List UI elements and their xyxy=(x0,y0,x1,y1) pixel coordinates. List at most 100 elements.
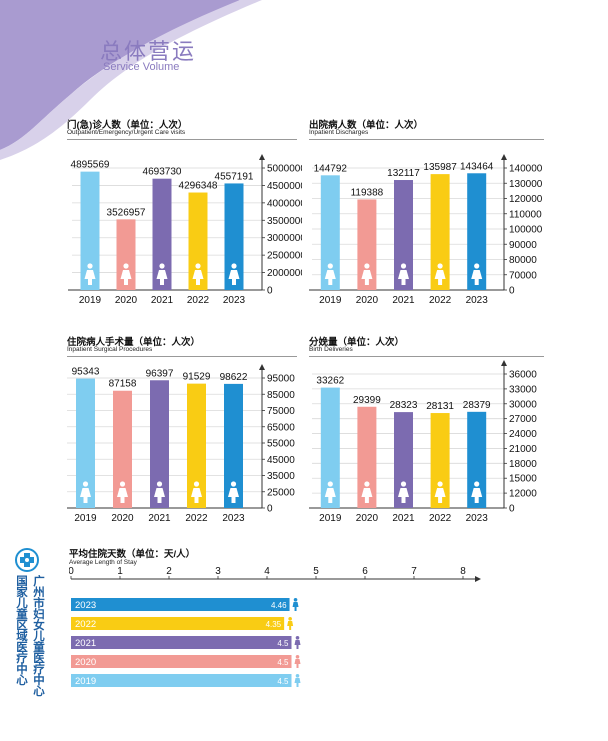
page-title: 总体营运 xyxy=(100,39,197,64)
bar-2021 xyxy=(394,180,413,290)
stay-panel: 平均住院天数（单位：天/人） Average Length of Stay 0 1… xyxy=(69,546,489,696)
data-label: 4895569 xyxy=(71,160,110,171)
person-icon xyxy=(156,263,168,285)
x-tick-label: 2 xyxy=(166,566,172,577)
page-subtitle: Service Volume xyxy=(103,61,180,73)
y-tick-label: 24000 xyxy=(509,429,537,440)
person-icon xyxy=(324,481,336,503)
x-tick-label: 2023 xyxy=(223,295,246,306)
x-tick-label: 2021 xyxy=(392,295,415,306)
surgical-divider xyxy=(67,356,297,357)
births-panel: 分娩量（单位：人次） Birth Deliveries 36000 33000 30… xyxy=(309,334,549,529)
surgical-subtitle: Inpatient Surgical Procedures xyxy=(67,346,153,353)
data-label: 132117 xyxy=(387,168,420,179)
surgical-chart: 95000 85000 75000 65000 55000 45000 35000 25000… xyxy=(67,364,295,524)
bar-2019 xyxy=(76,378,95,508)
x-tick-label: 2022 xyxy=(429,295,452,306)
y-tick-label: 110000 xyxy=(509,209,542,220)
person-icon xyxy=(361,263,373,285)
data-label: 4693730 xyxy=(143,167,182,178)
x-tick-label: 2020 xyxy=(356,513,379,524)
discharges-divider xyxy=(309,139,544,140)
person-icon xyxy=(294,655,301,668)
data-label: 4557191 xyxy=(215,171,254,182)
x-tick-label: 2022 xyxy=(185,513,208,524)
bar-2023 xyxy=(71,598,290,611)
outpatient-panel: 门(急)诊人数（单位：人次） Outpatient/Emergency/Urge… xyxy=(67,117,302,312)
births-subtitle: Birth Deliveries xyxy=(309,346,353,353)
person-icon xyxy=(228,481,239,503)
y-tick-label: 130000 xyxy=(509,179,543,190)
person-icon xyxy=(117,481,128,503)
data-label: 4296348 xyxy=(179,181,218,192)
person-icon xyxy=(434,263,446,285)
y-tick-label: 80000 xyxy=(509,255,537,266)
data-label: 96397 xyxy=(146,368,174,379)
person-icon xyxy=(120,263,132,285)
y-axis-arrow xyxy=(501,154,507,160)
x-tick-label: 5 xyxy=(313,566,319,577)
data-label: 4.5 xyxy=(277,658,289,667)
person-icon xyxy=(471,481,483,503)
y-tick-label: 2500000 xyxy=(267,251,302,262)
y-tick-label: 0 xyxy=(267,504,273,515)
outpatient-divider xyxy=(67,139,297,140)
person-icon xyxy=(292,598,299,611)
person-icon xyxy=(191,481,202,503)
y-tick-label: 12000 xyxy=(509,489,537,500)
y-tick-label: 3500000 xyxy=(267,216,302,227)
x-tick-label: 2020 xyxy=(356,295,379,306)
person-icon xyxy=(294,674,301,687)
x-tick-label: 2020 xyxy=(115,295,138,306)
y-tick-label: 36000 xyxy=(509,370,537,381)
y-tick-label: 55000 xyxy=(267,439,295,450)
category-label: 2021 xyxy=(75,638,96,649)
person-icon xyxy=(361,481,373,503)
data-label: 4.5 xyxy=(277,677,289,686)
y-tick-label: 15000 xyxy=(509,474,537,485)
bar-2023 xyxy=(224,183,244,290)
category-label: 2023 xyxy=(75,600,96,611)
hospital-logo-block: 广州市妇女儿童医疗中心 国家儿童区域医疗中心 xyxy=(9,547,49,727)
y-tick-label: 65000 xyxy=(267,422,295,433)
x-tick-label: 2023 xyxy=(466,295,489,306)
bar-2019 xyxy=(320,175,340,290)
x-tick-label: 2021 xyxy=(151,295,174,306)
births-chart: 36000 33000 30000 27000 24000 21000 18000 15000… xyxy=(309,360,537,524)
bar-2023 xyxy=(224,383,243,508)
person-icon xyxy=(192,263,204,285)
y-tick-label: 5000000 xyxy=(267,164,302,175)
y-tick-label: 18000 xyxy=(509,459,537,470)
y-tick-label: 4000000 xyxy=(267,198,302,209)
y-tick-label: 75000 xyxy=(267,406,295,417)
data-label: 144792 xyxy=(314,163,348,174)
bar-2021 xyxy=(394,412,413,508)
category-label: 2020 xyxy=(75,657,96,668)
y-axis-arrow xyxy=(259,154,265,160)
data-label: 28379 xyxy=(463,400,491,411)
bar-2022 xyxy=(71,617,285,630)
person-icon xyxy=(228,263,240,285)
x-tick-label: 2022 xyxy=(429,513,452,524)
data-label: 135987 xyxy=(423,162,457,173)
x-tick-label: 2023 xyxy=(222,513,245,524)
bar-2020 xyxy=(357,406,377,508)
bar-2020 xyxy=(71,655,292,668)
data-label: 91529 xyxy=(183,372,211,383)
bar-2019 xyxy=(80,171,100,290)
y-tick-label: 140000 xyxy=(509,164,543,175)
y-tick-label: 100000 xyxy=(509,225,543,236)
data-label: 143464 xyxy=(460,161,494,172)
bar-2019 xyxy=(320,387,340,508)
x-tick-label: 2021 xyxy=(392,513,415,524)
x-tick-label: 2019 xyxy=(79,295,102,306)
data-label: 98622 xyxy=(220,372,248,383)
y-tick-label: 120000 xyxy=(509,194,543,205)
person-icon xyxy=(287,617,294,630)
y-tick-label: 0 xyxy=(267,286,273,297)
x-tick-label: 2022 xyxy=(187,295,210,306)
bar-2020 xyxy=(116,219,136,290)
stay-chart: 0 1 2 3 4 5 6 7 8 2023 4.46 2022 4.35 2021 4.5 2020 4.5 2… xyxy=(69,566,481,687)
x-tick-label: 2019 xyxy=(74,513,97,524)
data-label: 95343 xyxy=(72,367,100,378)
